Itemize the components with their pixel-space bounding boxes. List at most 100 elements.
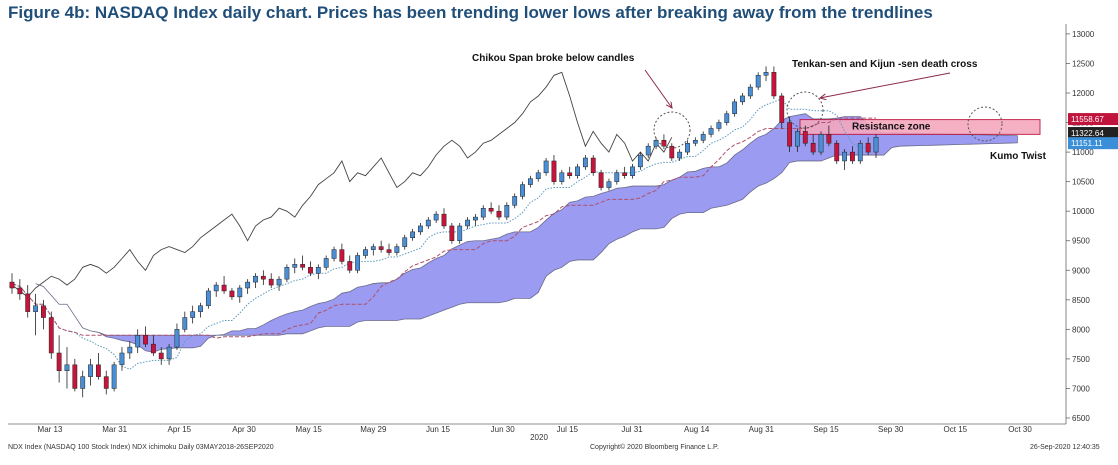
- candle: [598, 169, 604, 191]
- candle: [253, 273, 258, 288]
- candle: [606, 178, 612, 191]
- candle: [64, 347, 70, 389]
- candle-body: [677, 151, 683, 159]
- candle-body: [575, 166, 580, 176]
- candle: [95, 353, 101, 380]
- candle-body: [268, 278, 274, 286]
- candle-body: [496, 210, 502, 218]
- candle: [716, 119, 722, 132]
- candle: [41, 299, 46, 330]
- candle: [473, 214, 478, 226]
- candle: [198, 302, 203, 318]
- candle-body: [198, 305, 203, 312]
- candle: [190, 305, 196, 324]
- candle-body: [300, 264, 306, 268]
- candle: [166, 344, 172, 365]
- candle: [661, 134, 667, 150]
- candle-body: [135, 335, 141, 348]
- candle-body: [441, 213, 447, 227]
- candle-body: [166, 346, 172, 360]
- candle: [276, 276, 282, 291]
- candle-body: [787, 122, 793, 147]
- candle-body: [331, 249, 337, 259]
- x-year-label: 2020: [530, 433, 548, 442]
- candle-body: [818, 134, 824, 153]
- candle-body: [103, 376, 109, 389]
- candle: [826, 125, 832, 147]
- candle: [158, 347, 164, 365]
- candle-body: [551, 160, 557, 182]
- price-badge-label: 11558.67: [1071, 115, 1104, 124]
- candle: [677, 149, 683, 161]
- candle: [865, 137, 871, 156]
- candle: [56, 335, 62, 383]
- y-tick-label: 10000: [1072, 207, 1095, 216]
- candle-body: [64, 364, 70, 371]
- price-badge-label: 11322.64: [1071, 129, 1104, 138]
- x-tick-label: Apr 30: [232, 425, 256, 434]
- candle-body: [347, 261, 353, 271]
- chikou-arrow: [644, 69, 672, 108]
- kumo-cloud-layer: [35, 113, 1018, 353]
- y-tick-label: 11000: [1072, 148, 1094, 157]
- candle: [260, 270, 266, 286]
- candle: [755, 72, 761, 91]
- candle-body: [260, 275, 266, 280]
- x-tick-label: Oct 30: [1008, 425, 1032, 434]
- candle: [25, 285, 31, 318]
- candle: [355, 252, 361, 274]
- candle: [622, 166, 628, 179]
- candle-body: [747, 86, 753, 97]
- candle-body: [865, 142, 871, 153]
- y-tick-label: 9000: [1072, 266, 1090, 275]
- candle: [779, 93, 785, 129]
- candle-body: [449, 225, 455, 241]
- footer-left-text: NDX Index (NASDAQ 100 Stock Index) NDX i…: [8, 444, 274, 451]
- candle-body: [158, 352, 164, 360]
- candle: [504, 202, 510, 221]
- candle-body: [111, 364, 117, 389]
- candle: [771, 66, 777, 99]
- candle-body: [559, 172, 565, 182]
- candle: [433, 211, 439, 223]
- candle: [292, 258, 298, 274]
- candle: [119, 347, 125, 371]
- candle: [480, 205, 486, 221]
- candle-body: [284, 267, 290, 280]
- candle-body: [221, 284, 227, 292]
- candle: [9, 273, 15, 294]
- footer-timestamp: 26-Sep-2020 12:40:35: [1030, 444, 1100, 451]
- candle: [370, 243, 376, 256]
- candle: [457, 223, 463, 244]
- x-tick-label: Aug 14: [684, 425, 710, 434]
- candle-body: [119, 352, 125, 366]
- candle-body: [48, 317, 54, 354]
- candle: [88, 358, 93, 386]
- kijun-sen-line: [11, 117, 876, 339]
- candle: [732, 98, 738, 117]
- x-tick-label: Oct 15: [944, 425, 968, 434]
- candle: [763, 66, 769, 82]
- candle: [363, 246, 368, 259]
- indicator-lines-layer: [11, 71, 876, 370]
- candle: [535, 169, 541, 182]
- candle: [111, 361, 117, 392]
- candle: [850, 146, 855, 164]
- candle: [708, 125, 714, 138]
- candle-body: [410, 231, 415, 239]
- candle-body: [488, 207, 494, 212]
- candle: [347, 255, 353, 274]
- x-tick-label: Jul 31: [621, 425, 643, 434]
- candle: [551, 155, 557, 185]
- candle-body: [237, 287, 243, 298]
- candle-body: [802, 131, 808, 144]
- chikou-annotation-label: Chikou Span broke below candles: [472, 53, 635, 64]
- candle-body: [669, 145, 675, 159]
- candle-body: [33, 305, 38, 312]
- candle: [339, 243, 345, 265]
- candle-body: [370, 246, 376, 250]
- candle-body: [433, 213, 439, 221]
- candle-body: [229, 290, 235, 298]
- candle-body: [590, 157, 596, 174]
